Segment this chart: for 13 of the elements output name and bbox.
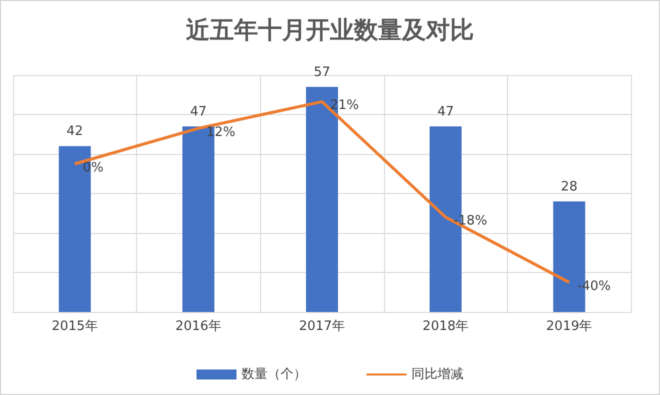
legend-label: 同比增减 bbox=[412, 367, 464, 382]
legend-label: 数量（个） bbox=[242, 367, 306, 382]
chart-title: 近五年十月开业数量及对比 bbox=[186, 16, 474, 44]
data-label: 28 bbox=[560, 179, 578, 194]
data-label: 47 bbox=[437, 104, 454, 120]
x-tick-label: 2018年 bbox=[422, 319, 469, 334]
x-tick-label: 2017年 bbox=[298, 319, 346, 334]
x-tick-label: 2015年 bbox=[52, 319, 98, 334]
data-label: 57 bbox=[314, 64, 330, 80]
x-tick-label: 2016年 bbox=[175, 319, 222, 334]
data-label: 47 bbox=[190, 104, 207, 120]
data-label: 42 bbox=[66, 124, 84, 140]
x-tick-label: 2019年 bbox=[546, 319, 592, 334]
